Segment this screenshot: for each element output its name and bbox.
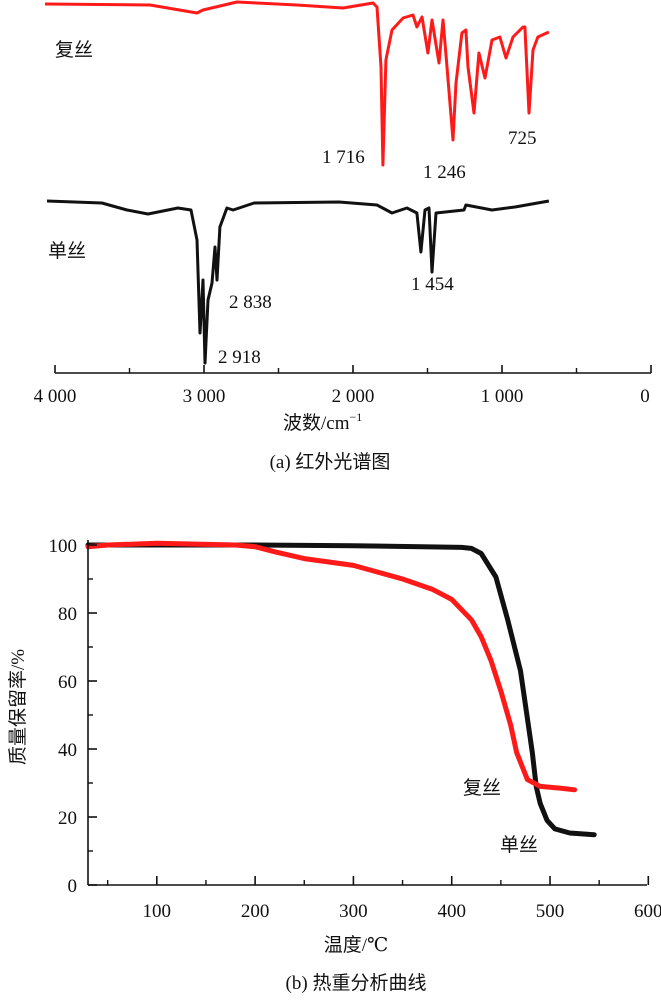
tga-x-tick-label: 600 — [634, 901, 661, 922]
peak-label-1716: 1 716 — [322, 147, 365, 168]
tga-y-tick-label: 40 — [58, 740, 77, 761]
ir-x-tick-label: 1 000 — [481, 386, 524, 407]
tga-y-tick-label: 20 — [58, 808, 77, 829]
ir-x-axis-label-text: 波数/cm — [283, 412, 350, 434]
peak-label-1246: 1 246 — [423, 162, 466, 183]
ir-x-axis-label: 波数/cm−1 — [283, 410, 362, 434]
tga-panel: 100 200 300 400 500 600 0 20 40 60 80 100 复丝 单丝 温度/… — [7, 536, 661, 994]
peak-label-2918: 2 918 — [218, 347, 261, 368]
tga-y-axis-label: 质量保留率/% — [7, 649, 29, 765]
tga-x-tick-label: 100 — [143, 901, 172, 922]
peak-label-2838: 2 838 — [229, 292, 272, 313]
peak-label-725: 725 — [508, 128, 537, 149]
mono-ir-curve — [46, 199, 550, 365]
mono-tga-curve — [85, 542, 597, 838]
tga-caption: (b) 热重分析曲线 — [286, 972, 427, 994]
ir-caption: (a) 红外光谱图 — [270, 451, 391, 473]
tga-y-tick-label: 100 — [49, 536, 78, 557]
tga-x-tick-label: 400 — [437, 901, 466, 922]
tga-series-label-composite: 复丝 — [463, 777, 501, 799]
series-label-composite: 复丝 — [55, 39, 93, 61]
ir-x-tick-label: 4 000 — [34, 386, 77, 407]
tga-series-label-mono: 单丝 — [500, 834, 538, 856]
ir-x-axis-label-sup: −1 — [350, 410, 363, 424]
tga-y-tick-label: 80 — [58, 604, 77, 625]
series-label-mono: 单丝 — [48, 240, 86, 262]
ir-spectrum-panel: 4 000 3 000 2 000 1 000 0 复丝 单丝 1 716 1 246 … — [34, 0, 652, 473]
tga-x-axis-label: 温度/℃ — [324, 934, 389, 956]
ir-x-tick-label: 3 000 — [183, 386, 226, 407]
composite-ir-curve — [44, 0, 550, 167]
peak-label-1454: 1 454 — [411, 274, 454, 295]
composite-tga-curve — [85, 540, 578, 793]
tga-x-tick-label: 300 — [339, 901, 368, 922]
ir-x-tick-label: 2 000 — [332, 386, 375, 407]
tga-x-tick-label: 500 — [536, 901, 565, 922]
ir-x-tick-label: 0 — [640, 386, 650, 407]
tga-y-tick-label: 60 — [58, 672, 77, 693]
tga-x-tick-label: 200 — [241, 901, 270, 922]
tga-y-tick-label: 0 — [68, 876, 78, 897]
